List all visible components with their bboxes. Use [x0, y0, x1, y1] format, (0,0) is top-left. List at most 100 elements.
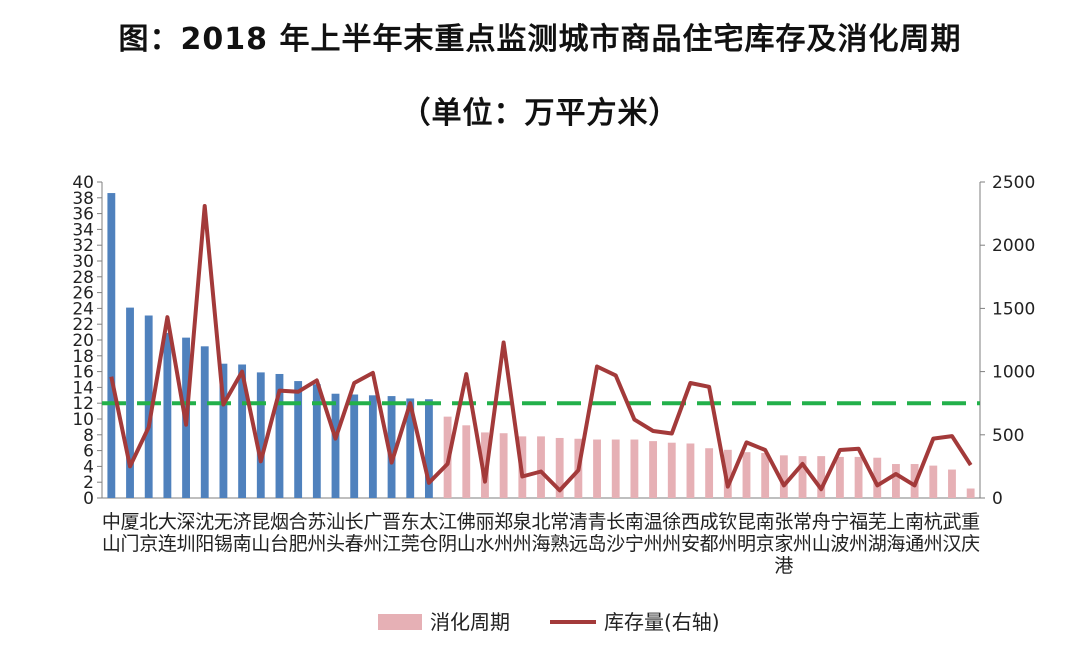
bar-消化周期 [686, 443, 695, 498]
x-tick-label: 长沙 [606, 511, 625, 555]
x-tick-label: 徐州 [662, 511, 681, 555]
x-tick-label: 泉州 [513, 511, 532, 555]
bar-消化周期 [312, 384, 321, 498]
right-tick-label: 2500 [992, 173, 1035, 193]
bar-消化周期 [854, 456, 863, 498]
x-tick-label: 丽水 [475, 511, 494, 555]
bar-消化周期 [294, 381, 303, 498]
bar-消化周期 [705, 448, 714, 498]
x-tick-label: 北海 [531, 511, 550, 555]
x-tick-label: 济南 [233, 511, 252, 555]
left-tick-label: 4 [83, 457, 94, 477]
x-tick-label: 汕头 [326, 511, 345, 555]
bar-消化周期 [929, 465, 938, 498]
x-tick-label: 钦州 [718, 511, 737, 555]
x-tick-label: 广州 [363, 511, 382, 555]
bar-消化周期 [723, 449, 732, 498]
bar-消化周期 [331, 393, 340, 498]
bar-消化周期 [144, 315, 153, 498]
bar-消化周期 [350, 394, 359, 498]
x-tick-label: 杭州 [924, 511, 943, 555]
x-tick-label: 温州 [644, 511, 663, 555]
x-tick-label: 常熟 [550, 511, 569, 555]
bar-消化周期 [611, 439, 620, 498]
right-tick-label: 2000 [992, 236, 1035, 256]
line-库存量 [109, 204, 973, 493]
bar-消化周期 [200, 346, 209, 498]
bar-消化周期 [368, 395, 377, 498]
bar-消化周期 [761, 452, 770, 498]
x-tick-label: 福州 [849, 511, 868, 555]
chart-subtitle: （单位：万平方米） [400, 96, 680, 131]
legend-swatch-消化周期 [378, 614, 422, 630]
x-tick-label: 沈阳 [195, 511, 214, 555]
bar-消化周期 [555, 437, 564, 498]
x-tick-label: 合肥 [289, 511, 308, 555]
left-tick-label: 40 [72, 173, 94, 193]
left-tick-label: 22 [72, 315, 94, 335]
x-tick-label: 东莞 [401, 511, 420, 555]
x-tick-label: 太仓 [419, 511, 438, 555]
x-tick-label: 南宁 [625, 511, 644, 555]
left-tick-label: 10 [72, 410, 94, 430]
bar-消化周期 [406, 398, 415, 498]
bar-消化周期 [537, 436, 545, 498]
bar-消化周期 [499, 433, 508, 498]
right-tick-label: 1500 [992, 299, 1035, 319]
bar-消化周期 [462, 425, 471, 498]
bar-消化周期 [163, 332, 172, 498]
left-tick-label: 8 [83, 426, 94, 446]
x-tick-label: 深圳 [177, 511, 196, 555]
x-tick-label: 舟山 [812, 511, 831, 555]
x-tick-label: 青岛 [588, 511, 607, 555]
x-tick-label: 南通 [905, 511, 924, 555]
left-tick-label: 32 [72, 236, 94, 256]
chart-title: 图：2018 年上半年末重点监测城市商品住宅库存及消化周期 [118, 22, 962, 57]
x-tick-label: 北京 [139, 511, 158, 555]
x-tick-label: 中山 [102, 511, 121, 555]
x-tick-label: 重庆 [961, 511, 980, 555]
bar-消化周期 [817, 456, 826, 498]
bar-消化周期 [873, 457, 882, 498]
x-tick-label: 大连 [158, 511, 177, 555]
bar-消化周期 [948, 469, 956, 498]
right-tick-label: 1000 [992, 363, 1035, 383]
x-tick-label: 上海 [886, 511, 905, 555]
left-tick-label: 34 [72, 220, 94, 240]
x-tick-label: 南京 [756, 511, 775, 555]
x-tick-label: 长春 [345, 511, 364, 555]
left-tick-label: 6 [83, 442, 94, 462]
left-tick-label: 20 [72, 331, 94, 351]
bar-消化周期 [742, 452, 751, 498]
left-tick-label: 14 [72, 378, 94, 398]
left-tick-label: 2 [83, 473, 94, 493]
left-tick-label: 26 [72, 284, 94, 304]
bar-消化周期 [779, 455, 788, 498]
x-tick-label: 晋江 [382, 511, 401, 555]
bar-消化周期 [892, 464, 900, 498]
x-tick-label: 武汉 [942, 511, 961, 555]
x-tick-label: 佛山 [457, 511, 476, 555]
legend-label-库存量: 库存量(右轴) [604, 610, 720, 634]
bar-消化周期 [667, 442, 676, 498]
left-tick-label: 16 [72, 363, 94, 383]
x-tick-label: 西安 [681, 511, 700, 555]
x-tick-label: 宁波 [830, 511, 849, 555]
bar-消化周期 [593, 439, 601, 498]
left-tick-label: 18 [72, 347, 94, 367]
bar-消化周期 [256, 372, 265, 498]
bar-消化周期 [219, 363, 228, 498]
x-tick-label: 常州 [793, 511, 812, 555]
left-tick-label: 36 [72, 205, 94, 225]
bar-消化周期 [275, 373, 284, 498]
left-tick-label: 0 [83, 489, 94, 509]
bar-消化周期 [798, 456, 807, 498]
x-tick-label: 成都 [700, 511, 719, 555]
x-tick-label: 苏州 [307, 511, 326, 555]
x-tick-label: 厦门 [121, 511, 140, 555]
right-tick-label: 500 [992, 426, 1024, 446]
legend-label-消化周期: 消化周期 [430, 610, 510, 634]
left-tick-label: 24 [72, 299, 94, 319]
bar-消化周期 [424, 399, 433, 498]
